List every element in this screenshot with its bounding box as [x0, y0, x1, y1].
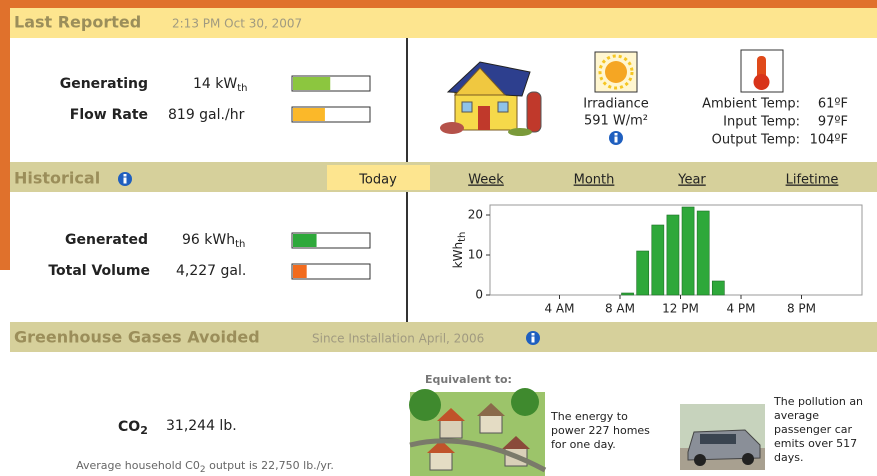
info-icon[interactable]: [609, 131, 623, 145]
irradiance-label: Irradiance: [583, 97, 648, 112]
temp-value: 97ºF: [818, 115, 848, 130]
temp-value: 104ºF: [810, 133, 848, 148]
car-text: passenger car: [774, 423, 852, 436]
info-stem: [615, 137, 618, 143]
info-icon[interactable]: [526, 331, 540, 345]
info-icon[interactable]: [118, 172, 132, 186]
generating-label: Generating: [60, 76, 148, 92]
average-suffix: output is 22,750 lb./yr.: [206, 459, 334, 472]
thermometer-icon: [741, 50, 783, 92]
info-stem: [124, 178, 127, 184]
co2-value: 31,244 lb.: [166, 418, 237, 434]
dashboard: Last Reported 2:13 PM Oct 30, 2007 Generat…: [0, 0, 877, 476]
tab[interactable]: Lifetime: [786, 173, 839, 188]
co2-main: CO: [118, 419, 140, 435]
bar: [682, 207, 694, 295]
homes-text: for one day.: [551, 438, 616, 451]
x-tick-label: 8 AM: [605, 302, 635, 316]
y-axis-label-main: kWh: [451, 242, 465, 268]
y-tick-label: 0: [475, 288, 483, 302]
homes-text: power 227 homes: [551, 424, 650, 437]
x-tick-label: 4 PM: [726, 302, 755, 316]
irradiance-value: 591 W/m²: [584, 114, 648, 129]
generated-label: Generated: [65, 232, 148, 248]
section-title: Historical: [14, 169, 100, 188]
meter-fill: [293, 234, 317, 247]
y-tick-label: 10: [468, 248, 483, 262]
car-text: The pollution an: [773, 395, 863, 408]
car-text: emits over 517: [774, 437, 857, 450]
x-tick-label: 4 AM: [544, 302, 574, 316]
x-tick-label: 12 PM: [662, 302, 699, 316]
info-stem: [532, 337, 535, 343]
tab[interactable]: Today: [358, 173, 397, 188]
co2-sub: 2: [140, 424, 148, 437]
generating-value-sub: th: [237, 83, 247, 94]
info-dot: [532, 333, 535, 336]
y-tick-label: 20: [468, 208, 483, 222]
bar: [667, 215, 679, 295]
generated-value-main: 96 kWh: [182, 232, 235, 248]
bar: [712, 281, 724, 295]
average-prefix: Average household C0: [76, 459, 200, 472]
temp-label: Input Temp:: [723, 115, 800, 130]
temp-value: 61ºF: [818, 97, 848, 112]
bar: [622, 293, 634, 295]
equivalent-title: Equivalent to:: [425, 373, 512, 386]
section-title: Greenhouse Gases Avoided: [14, 328, 260, 347]
orange-frame: [0, 0, 877, 8]
temp-label: Output Temp:: [712, 133, 800, 148]
header-timestamp: 2:13 PM Oct 30, 2007: [172, 17, 302, 31]
orange-frame: [0, 0, 10, 270]
homes-text: The energy to: [550, 410, 628, 423]
tab[interactable]: Week: [468, 173, 504, 188]
generated-value-sub: th: [235, 239, 245, 250]
volume-value: 4,227 gal.: [176, 263, 246, 279]
bar: [697, 211, 709, 295]
sun-icon: [595, 52, 637, 92]
flow-rate-value: 819 gal./hr: [168, 107, 245, 123]
car-image: [680, 404, 765, 470]
generating-value-main: 14 kW: [193, 76, 237, 92]
section-subtitle: Since Installation April, 2006: [312, 332, 484, 346]
info-dot: [124, 174, 127, 177]
temp-label: Ambient Temp:: [702, 97, 800, 112]
car-text: average: [774, 409, 819, 422]
car-text: days.: [774, 451, 803, 464]
x-tick-label: 8 PM: [787, 302, 816, 316]
bar: [652, 225, 664, 295]
meter-fill: [293, 77, 330, 90]
volume-label: Total Volume: [48, 263, 150, 279]
houses-image: [409, 388, 545, 476]
flow-rate-label: Flow Rate: [70, 107, 148, 123]
tab[interactable]: Year: [677, 173, 706, 188]
section-bar: [10, 162, 877, 192]
y-axis-label-sub: th: [457, 232, 468, 242]
info-dot: [615, 133, 618, 136]
meter-fill: [293, 265, 307, 278]
page: { "last_reported": {"title": "Last Repor…: [0, 0, 877, 476]
bar: [637, 251, 649, 295]
meter-fill: [293, 108, 325, 121]
tab[interactable]: Month: [574, 173, 615, 188]
header-title: Last Reported: [14, 13, 141, 32]
